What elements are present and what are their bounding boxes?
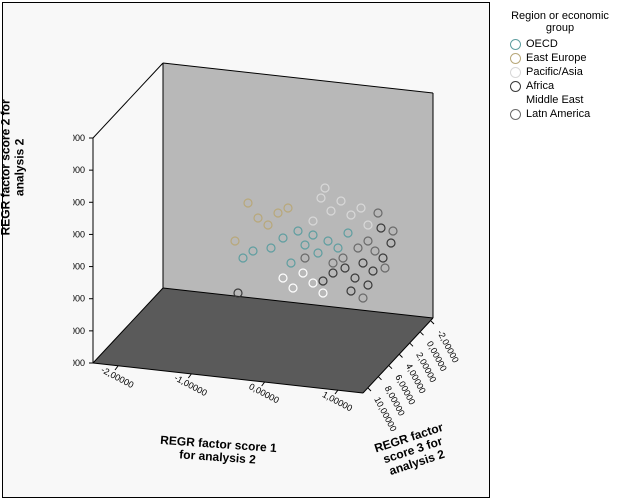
chart-frame: -3,00000 -2,00000 -1,00000 0,00000 1,00000 2,… [2, 2, 490, 498]
legend-swatch-icon [510, 95, 521, 106]
cube-3d: -3,00000 -2,00000 -1,00000 0,00000 1,00000 2,… [73, 53, 473, 453]
x1-tick-label: -2,00000 [99, 365, 135, 391]
y-tick-label: -2,00000 [73, 326, 85, 336]
legend-items: OECD East Europe Pacific/Asia Africa Mid… [500, 38, 620, 120]
y-tick-label: 3,00000 [73, 165, 85, 175]
x1-tick-label: 0,00000 [247, 381, 280, 405]
legend-title: Region or economic group [500, 10, 620, 34]
y-axis-label-line1: REGR factor score 2 for [0, 99, 13, 235]
legend: Region or economic group OECD East Europ… [500, 10, 620, 122]
y-axis-ticks: -3,00000 -2,00000 -1,00000 0,00000 1,00000 2,… [73, 133, 93, 368]
legend-item-label: Latn America [526, 108, 590, 120]
y-tick-label: 4,00000 [73, 133, 85, 143]
legend-item-label: East Europe [526, 52, 587, 64]
legend-item: Africa [500, 80, 620, 92]
legend-item-label: Middle East [526, 94, 583, 106]
legend-item: Latn America [500, 108, 620, 120]
y-axis-label: REGR factor score 2 for analysis 2 [0, 47, 27, 287]
legend-item-label: OECD [526, 38, 558, 50]
legend-item: OECD [500, 38, 620, 50]
y-axis-label-line2: analysis 2 [13, 139, 27, 196]
legend-swatch-icon [510, 109, 521, 120]
legend-title-line1: Region or economic [511, 10, 609, 22]
y-tick-label: -1,00000 [73, 294, 85, 304]
legend-swatch-icon [510, 67, 521, 78]
legend-item: Middle East [500, 94, 620, 106]
y-tick-label: 1,00000 [73, 229, 85, 239]
x1-tick-label: 1,00000 [321, 389, 354, 413]
y-tick-label: -3,00000 [73, 358, 85, 368]
legend-title-line2: group [546, 22, 574, 34]
y-tick-label: 0,00000 [73, 262, 85, 272]
legend-swatch-icon [510, 53, 521, 64]
y-tick-label: 2,00000 [73, 197, 85, 207]
legend-item-label: Pacific/Asia [526, 66, 583, 78]
legend-swatch-icon [510, 81, 521, 92]
legend-item-label: Africa [526, 80, 554, 92]
legend-swatch-icon [510, 39, 521, 50]
legend-item: East Europe [500, 52, 620, 64]
legend-item: Pacific/Asia [500, 66, 620, 78]
plot-area: -3,00000 -2,00000 -1,00000 0,00000 1,00000 2,… [73, 53, 453, 433]
x1-tick-label: -1,00000 [173, 373, 209, 399]
